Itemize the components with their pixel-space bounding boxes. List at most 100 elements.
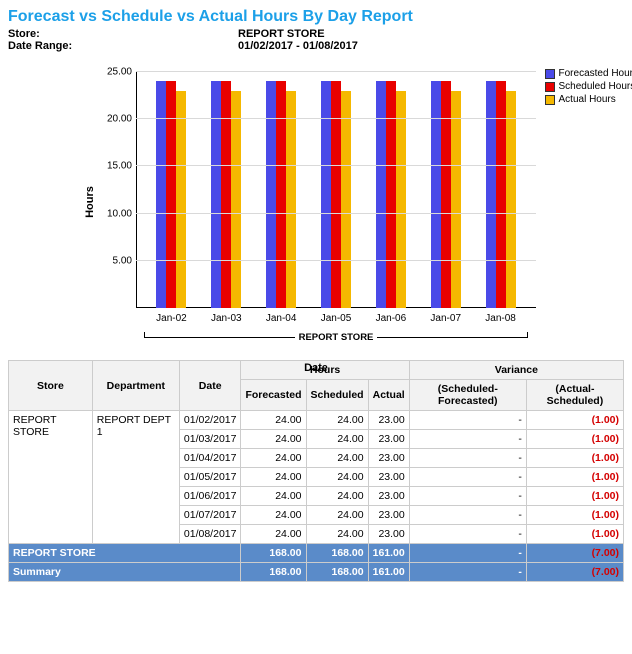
col-actual: Actual (368, 380, 409, 411)
x-group-bracket: REPORT STORE (144, 332, 528, 338)
x-tick-label: Jan-07 (430, 313, 461, 324)
x-tick-label: Jan-03 (211, 313, 242, 324)
bar-group: Jan-07 (418, 81, 473, 308)
total-label: Summary (9, 563, 241, 582)
legend-item: Actual Hours (545, 94, 632, 105)
chart-area: Hours Jan-02Jan-03Jan-04Jan-05Jan-06Jan-… (8, 72, 624, 332)
cell-var-sf: - (409, 525, 526, 544)
grid-line (136, 118, 536, 119)
bar-group: Jan-03 (199, 81, 254, 308)
table-row: REPORT STOREREPORT DEPT 101/02/201724.00… (9, 411, 624, 430)
legend-label: Scheduled Hours (559, 81, 632, 92)
cell-scheduled: 24.00 (306, 506, 368, 525)
cell-var-sf: - (409, 411, 526, 430)
cell-forecasted: 24.00 (241, 525, 306, 544)
cell-forecasted: 24.00 (241, 468, 306, 487)
cell-var-sf: - (409, 506, 526, 525)
report-title: Forecast vs Schedule vs Actual Hours By … (8, 8, 624, 26)
legend-swatch (545, 95, 555, 105)
bar (286, 91, 296, 308)
total-scheduled: 168.00 (306, 544, 368, 563)
table-total-row: REPORT STORE168.00168.00161.00-(7.00) (9, 544, 624, 563)
total-var_sf: - (409, 563, 526, 582)
bar (376, 81, 386, 308)
meta-store-row: Store: REPORT STORE (8, 28, 624, 40)
cell-scheduled: 24.00 (306, 449, 368, 468)
total-var_as: (7.00) (526, 563, 623, 582)
grid-line (136, 213, 536, 214)
bar (506, 91, 516, 308)
store-label: Store: (8, 28, 238, 40)
y-tick-label: 15.00 (100, 161, 132, 172)
total-label: REPORT STORE (9, 544, 241, 563)
x-tick-label: Jan-08 (485, 313, 516, 324)
cell-date: 01/07/2017 (179, 506, 241, 525)
total-var_sf: - (409, 544, 526, 563)
y-tick-label: 25.00 (100, 67, 132, 78)
cell-forecasted: 24.00 (241, 430, 306, 449)
grid-line (136, 260, 536, 261)
legend-swatch (545, 82, 555, 92)
daterange-value: 01/02/2017 - 01/08/2017 (238, 40, 358, 52)
cell-var-sf: - (409, 487, 526, 506)
bar (166, 81, 176, 308)
cell-scheduled: 24.00 (306, 411, 368, 430)
cell-actual: 23.00 (368, 487, 409, 506)
col-var-sf: (Scheduled-Forecasted) (409, 380, 526, 411)
total-actual: 161.00 (368, 563, 409, 582)
col-scheduled: Scheduled (306, 380, 368, 411)
store-value: REPORT STORE (238, 28, 325, 40)
x-tick-label: Jan-05 (321, 313, 352, 324)
total-var_as: (7.00) (526, 544, 623, 563)
cell-date: 01/05/2017 (179, 468, 241, 487)
cell-actual: 23.00 (368, 449, 409, 468)
cell-store: REPORT STORE (9, 411, 93, 544)
bar (341, 91, 351, 308)
total-forecasted: 168.00 (241, 544, 306, 563)
bar-group: Jan-04 (254, 81, 309, 308)
grid-line (136, 165, 536, 166)
bar-group: Jan-08 (473, 81, 528, 308)
cell-actual: 23.00 (368, 468, 409, 487)
cell-var-sf: - (409, 449, 526, 468)
bar (266, 81, 276, 308)
chart-plot: Jan-02Jan-03Jan-04Jan-05Jan-06Jan-07Jan-… (136, 72, 536, 308)
chart-legend: Forecasted HoursScheduled HoursActual Ho… (545, 68, 632, 107)
report-table: Store Department Date Hours Variance For… (8, 360, 624, 582)
y-tick-label: 5.00 (100, 255, 132, 266)
cell-date: 01/04/2017 (179, 449, 241, 468)
cell-scheduled: 24.00 (306, 525, 368, 544)
grid-line (136, 71, 536, 72)
bar (156, 81, 166, 308)
bar (441, 81, 451, 308)
cell-date: 01/08/2017 (179, 525, 241, 544)
cell-forecasted: 24.00 (241, 506, 306, 525)
cell-forecasted: 24.00 (241, 487, 306, 506)
bar (221, 81, 231, 308)
bar (176, 91, 186, 308)
bar-group: Jan-06 (363, 81, 418, 308)
daterange-label: Date Range: (8, 40, 238, 52)
table-total-row: Summary168.00168.00161.00-(7.00) (9, 563, 624, 582)
cell-actual: 23.00 (368, 411, 409, 430)
cell-scheduled: 24.00 (306, 430, 368, 449)
y-axis-line (136, 72, 137, 308)
bar (486, 81, 496, 308)
legend-item: Scheduled Hours (545, 81, 632, 92)
bar-group: Jan-02 (144, 81, 199, 308)
cell-actual: 23.00 (368, 506, 409, 525)
bar (431, 81, 441, 308)
cell-forecasted: 24.00 (241, 411, 306, 430)
x-tick-label: Jan-04 (266, 313, 297, 324)
cell-date: 01/03/2017 (179, 430, 241, 449)
bar (211, 81, 221, 308)
cell-department: REPORT DEPT 1 (92, 411, 179, 544)
cell-forecasted: 24.00 (241, 449, 306, 468)
bar (496, 81, 506, 308)
cell-var-sf: - (409, 468, 526, 487)
bar (386, 81, 396, 308)
cell-date: 01/02/2017 (179, 411, 241, 430)
bar (231, 91, 241, 308)
y-tick-label: 10.00 (100, 208, 132, 219)
total-actual: 161.00 (368, 544, 409, 563)
